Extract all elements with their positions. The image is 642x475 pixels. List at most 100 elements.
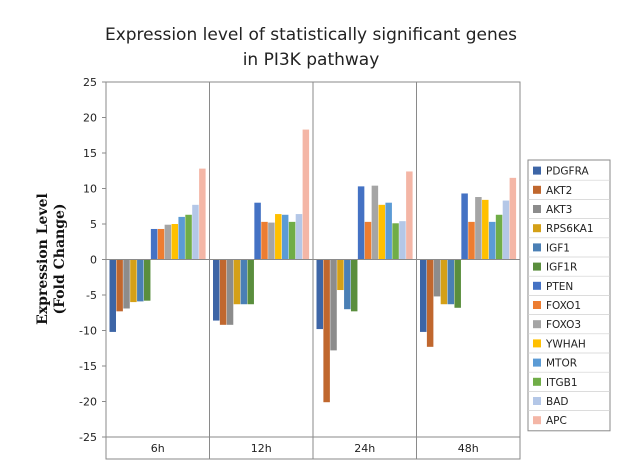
legend-label: IGF1 <box>546 242 570 254</box>
bar <box>488 221 496 260</box>
y-tick-label: 15 <box>83 147 97 160</box>
bar <box>406 171 413 260</box>
y-axis-label: Expression Level (Fold Change) <box>35 193 68 325</box>
bar <box>157 228 165 260</box>
bar <box>275 214 282 260</box>
bar <box>461 193 468 260</box>
bar <box>433 259 441 297</box>
legend-label: IGF1R <box>546 262 577 274</box>
legend-swatch <box>533 301 541 309</box>
bar <box>288 221 296 260</box>
legend-label: AKT3 <box>546 204 572 216</box>
legend-label: PTEN <box>546 281 573 293</box>
bar <box>199 168 206 260</box>
chart-title-line-2: in PI3K pathway <box>243 50 380 70</box>
legend-swatch <box>533 205 541 213</box>
bar <box>150 228 158 260</box>
bar <box>344 259 351 310</box>
bar <box>420 259 427 332</box>
bar <box>143 259 151 301</box>
legend-swatch <box>533 243 541 252</box>
legend-swatch <box>533 397 541 405</box>
x-tick-label: 48h <box>458 442 479 455</box>
y-axis-label-line-1: Expression Level <box>35 193 51 325</box>
bar <box>226 259 234 325</box>
bar <box>130 259 137 303</box>
bar <box>482 199 489 260</box>
bar <box>178 216 185 260</box>
bar <box>371 185 379 260</box>
x-tick-label: 24h <box>354 442 375 455</box>
legend-swatch <box>533 262 541 271</box>
legend-swatch <box>533 377 541 386</box>
y-tick-label: 20 <box>83 112 97 125</box>
legend-label: MTOR <box>546 358 577 370</box>
legend-swatch <box>533 185 541 194</box>
bar <box>495 214 503 260</box>
bar <box>192 204 199 260</box>
bar <box>316 259 323 330</box>
bar <box>281 214 289 260</box>
y-tick-label: -5 <box>86 289 97 302</box>
y-tick-label: 5 <box>90 218 97 231</box>
y-tick-label: -15 <box>79 360 97 373</box>
legend-label: RPS6KA1 <box>546 223 594 235</box>
bar <box>109 259 116 332</box>
y-tick-label: 0 <box>90 254 97 267</box>
bar <box>295 214 303 260</box>
bar <box>468 221 475 260</box>
bar <box>399 221 406 260</box>
bar <box>454 259 461 308</box>
y-tick-label: 25 <box>83 76 97 89</box>
bar <box>185 214 192 260</box>
bar <box>426 259 434 347</box>
legend-label: FOXO3 <box>546 319 581 331</box>
legend-swatch <box>533 339 541 348</box>
y-tick-label: 10 <box>83 183 97 196</box>
bar <box>240 259 248 305</box>
bar <box>302 129 310 260</box>
legend-label: ITGB1 <box>546 377 578 389</box>
y-tick-label: -20 <box>79 396 97 409</box>
chart-title-line-1: Expression level of statistically signif… <box>105 25 517 45</box>
legend-label: FOXO1 <box>546 300 581 312</box>
plot-area: 25 20 15 10 5 0 -5 -10 -15 -20 -25 6h 12h 24h 48h <box>79 76 521 460</box>
chart-title: Expression level of statistically signif… <box>105 25 517 70</box>
legend-swatch <box>533 320 541 329</box>
x-tick-label: 6h <box>151 442 165 455</box>
bar <box>378 204 386 260</box>
y-tick-label: -25 <box>79 431 97 444</box>
bar <box>502 200 510 260</box>
bar <box>350 259 358 312</box>
bar <box>392 223 399 260</box>
bar <box>447 259 455 305</box>
bar <box>323 259 330 403</box>
bar <box>364 221 372 260</box>
bar <box>123 259 130 309</box>
legend-label: APC <box>546 415 567 427</box>
bar <box>254 202 261 260</box>
bar <box>213 259 220 321</box>
legend-swatch <box>533 358 541 367</box>
bar <box>330 259 337 351</box>
bar <box>337 259 344 291</box>
legend-swatch <box>533 224 541 233</box>
y-axis-label-line-2: (Fold Change) <box>52 203 68 314</box>
bar <box>268 222 275 260</box>
bar <box>385 202 392 260</box>
bar <box>116 259 123 312</box>
bar <box>475 197 482 260</box>
bar <box>247 259 254 305</box>
x-tick-label: 12h <box>251 442 272 455</box>
legend-swatch <box>533 281 541 290</box>
legend-label: BAD <box>546 396 568 408</box>
bar <box>357 186 365 260</box>
legend-swatch <box>533 416 541 425</box>
bar <box>164 224 172 260</box>
bar <box>509 177 517 260</box>
bar <box>440 259 448 305</box>
bar <box>137 259 144 302</box>
legend-label: PDGFRA <box>546 166 589 178</box>
legend-label: YWHAH <box>545 338 586 350</box>
